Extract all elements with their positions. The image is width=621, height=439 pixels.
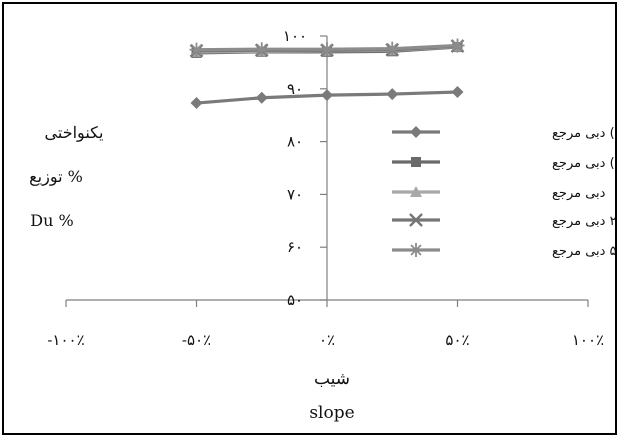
legend-label: ۵۰%(-) دبی مرجع	[552, 126, 615, 141]
legend-label: ۲۵ % (-) دبی مرجع	[552, 156, 615, 171]
data-point	[256, 92, 268, 104]
x-axis-label-line: slope	[309, 403, 354, 423]
legend-marker	[411, 157, 421, 167]
data-point	[386, 88, 398, 100]
legend-entry: ۵۰%(-) دبی مرجع	[392, 126, 615, 141]
data-point	[320, 42, 334, 56]
x-tick-label: ۵۰٪	[445, 331, 469, 349]
y-tick-label: ۶۰	[287, 238, 303, 256]
y-axis-label-line: توزیع %	[29, 167, 83, 186]
y-tick-label: ۷۰	[287, 185, 303, 203]
data-point	[191, 97, 203, 109]
chart-frame: -۱۰۰٪ -۵۰٪ ۰٪ ۵۰٪ ۱۰۰٪ ۵۰ ۶۰ ۷۰ ۸۰ ۹۰ ۱۰۰ یکنواختی…	[2, 2, 617, 435]
legend-marker	[410, 126, 422, 138]
x-axis-label-line: شیب	[314, 369, 350, 389]
x-tick-label: ۱۰۰٪	[572, 331, 604, 349]
x-tick-label: ۰٪	[319, 331, 335, 349]
legend-entry: ۲۵ % (-) دبی مرجع	[392, 156, 615, 171]
data-point	[385, 42, 399, 56]
y-tick-label: ۸۰	[287, 133, 303, 151]
x-axis-label: شیب slope	[309, 369, 354, 423]
x-tick-label: -۵۰٪	[182, 331, 211, 349]
legend-marker	[409, 243, 423, 257]
legend-entry: ۵۰% دبی مرجع	[392, 243, 615, 259]
x-tick-label: -۱۰۰٪	[47, 331, 84, 349]
legend-label: ۲۵% دبی مرجع	[552, 214, 615, 229]
legend: ۵۰%(-) دبی مرجع ۲۵ % (-) دبی مرجع دبی مرجع…	[392, 126, 615, 259]
legend-entry: دبی مرجع	[392, 186, 606, 201]
data-point	[190, 43, 204, 57]
legend-label: ۵۰% دبی مرجع	[552, 244, 615, 259]
y-axis-label-line: یکنواختی	[45, 123, 104, 142]
y-axis-label: یکنواختی توزیع % Du %	[29, 123, 103, 230]
data-point	[452, 86, 464, 98]
data-point	[321, 89, 333, 101]
data-point	[255, 42, 269, 56]
legend-entry: ۲۵% دبی مرجع	[392, 214, 615, 229]
data-point	[451, 39, 465, 53]
y-axis-label-line: Du %	[30, 211, 73, 230]
y-tick-label: ۱۰۰	[283, 27, 307, 45]
y-tick-label: ۵۰	[287, 291, 303, 309]
legend-label: دبی مرجع	[552, 186, 606, 201]
